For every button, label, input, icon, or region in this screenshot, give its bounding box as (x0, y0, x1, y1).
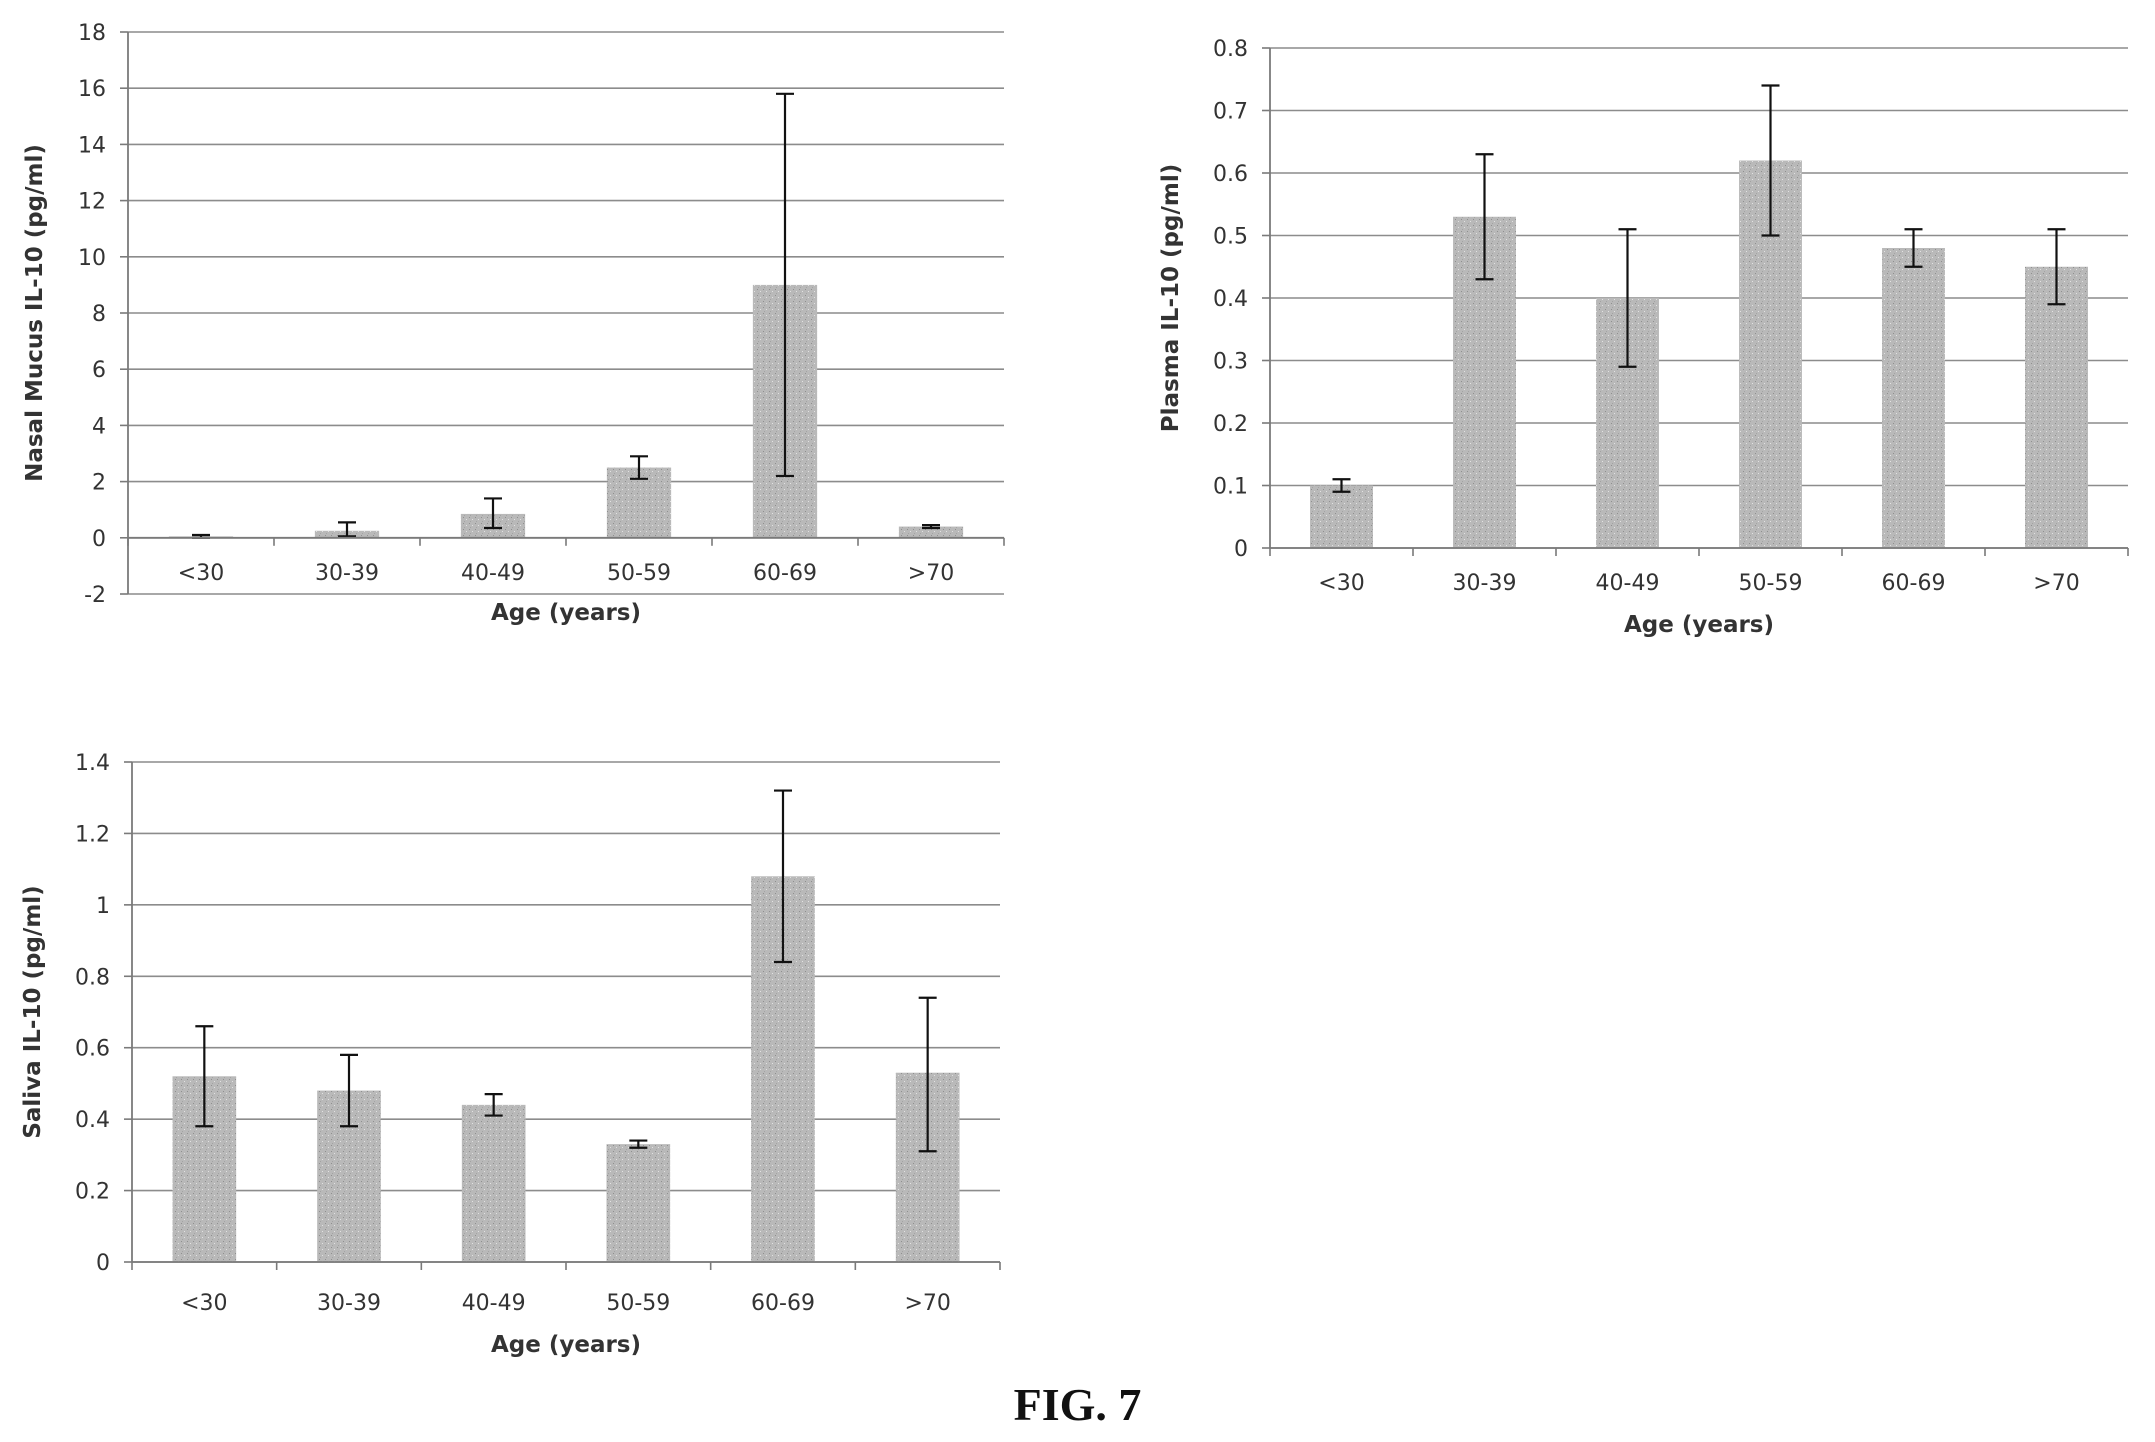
x-tick-label: 50-59 (606, 1291, 670, 1316)
y-tick-label: -2 (84, 583, 106, 608)
x-tick-label: <30 (181, 1291, 227, 1316)
y-tick-label: 12 (78, 190, 106, 215)
x-tick-label: 30-39 (317, 1291, 381, 1316)
y-tick-label: 0 (1234, 537, 1248, 562)
y-tick-label: 6 (92, 358, 106, 383)
y-tick-label: 1 (96, 894, 110, 919)
x-tick-label: 60-69 (1882, 571, 1946, 596)
y-tick-label: 16 (78, 77, 106, 102)
y-tick-label: 0.5 (1213, 225, 1248, 250)
figure-caption: FIG. 7 (1013, 1379, 1142, 1430)
x-tick-label: 60-69 (751, 1291, 815, 1316)
nasal-mucus-chart-svg: -2 0 2 4 6 8 10 12 14 16 18 <30 30-39 40-49 50-59 60-69… (22, 21, 1005, 626)
y-tick-label: 14 (78, 133, 106, 158)
x-tick-label: 40-49 (462, 1291, 526, 1316)
y-tick-label: 4 (92, 414, 106, 439)
x-tick-label: 50-59 (1739, 571, 1803, 596)
y-axis-title: Nasal Mucus IL-10 (pg/ml) (22, 144, 48, 482)
bar (606, 1144, 671, 1262)
y-axis-title: Saliva IL-10 (pg/ml) (20, 885, 46, 1138)
y-tick-label: 0.4 (1213, 287, 1248, 312)
x-axis-title: Age (years) (491, 1332, 641, 1358)
x-tick-label: <30 (1318, 571, 1364, 596)
x-axis-title: Age (years) (1624, 612, 1774, 638)
y-tick-label: 1.4 (75, 751, 110, 776)
y-tick-label: 0 (96, 1251, 110, 1276)
x-tick-label: <30 (178, 561, 224, 586)
x-tick-label: 30-39 (1453, 571, 1517, 596)
y-tick-label: 0 (92, 527, 106, 552)
nasal-mucus-chart: -2 0 2 4 6 8 10 12 14 16 18 <30 30-39 40-49 50-59 60-69… (0, 0, 1020, 650)
y-tick-label: 0.4 (75, 1108, 110, 1133)
plasma-chart-svg: 0 0.1 0.2 0.3 0.4 0.5 0.6 0.7 0.8 <30 30-39 40-49 50… (1158, 37, 2129, 638)
x-axis-title: Age (years) (491, 600, 641, 626)
y-tick-label: 10 (78, 246, 106, 271)
x-tick-label: 60-69 (753, 561, 817, 586)
x-tick-label: 40-49 (461, 561, 525, 586)
plasma-chart: 0 0.1 0.2 0.3 0.4 0.5 0.6 0.7 0.8 <30 30-39 40-49 50… (1130, 20, 2145, 670)
y-tick-label: 0.8 (75, 965, 110, 990)
y-tick-label: 0.7 (1213, 100, 1248, 125)
x-tick-label: 30-39 (315, 561, 379, 586)
y-tick-label: 2 (92, 471, 106, 496)
y-tick-label: 0.6 (75, 1037, 110, 1062)
bar (1310, 485, 1373, 548)
y-tick-label: 8 (92, 302, 106, 327)
y-axis-title: Plasma IL-10 (pg/ml) (1158, 164, 1184, 432)
x-tick-label: >70 (908, 561, 954, 586)
saliva-chart-svg: 0 0.2 0.4 0.6 0.8 1 1.2 1.4 <30 30-39 40-49 50-59 60… (20, 751, 1001, 1358)
bar (461, 1104, 526, 1262)
bar (898, 526, 964, 538)
y-tick-label: 0.8 (1213, 37, 1248, 62)
y-tick-label: 0.6 (1213, 162, 1248, 187)
y-tick-label: 18 (78, 21, 106, 46)
x-tick-label: >70 (2033, 571, 2079, 596)
bar (1882, 248, 1945, 548)
y-tick-label: 0.1 (1213, 475, 1248, 500)
y-tick-label: 1.2 (75, 822, 110, 847)
x-tick-label: 50-59 (607, 561, 671, 586)
y-tick-label: 0.2 (75, 1180, 110, 1205)
bar (2025, 266, 2088, 548)
y-tick-label: 0.2 (1213, 412, 1248, 437)
x-tick-label: >70 (904, 1291, 950, 1316)
saliva-chart: 0 0.2 0.4 0.6 0.8 1 1.2 1.4 <30 30-39 40-49 50-59 60… (0, 730, 1020, 1370)
y-tick-label: 0.3 (1213, 350, 1248, 375)
x-tick-label: 40-49 (1596, 571, 1660, 596)
